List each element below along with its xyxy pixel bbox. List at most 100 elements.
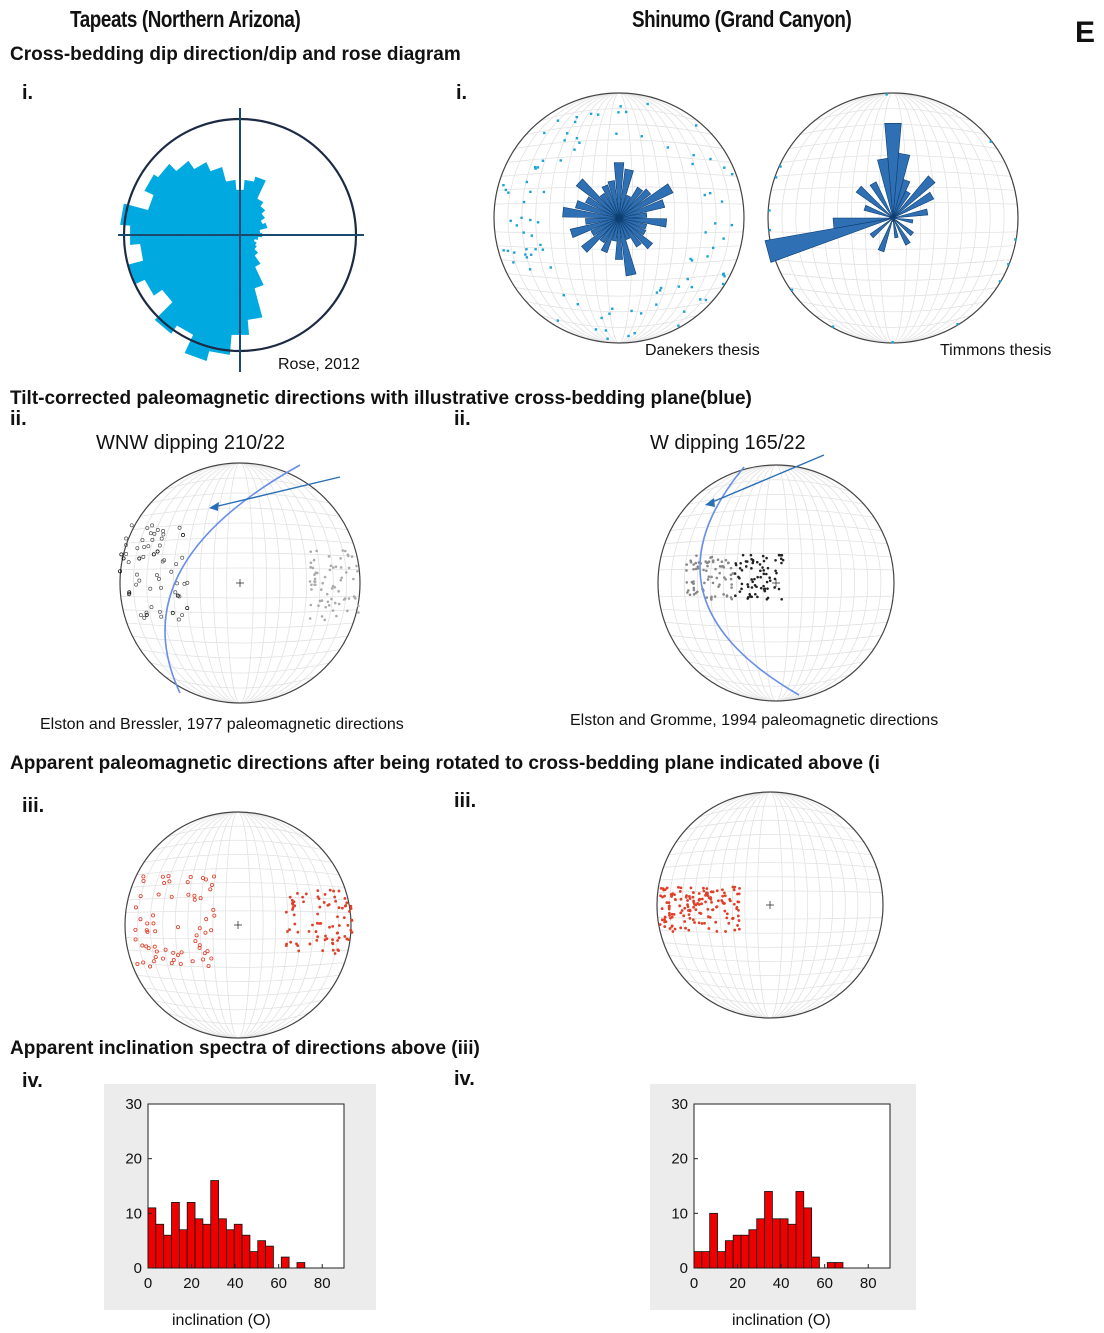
paleomag-point	[212, 913, 217, 918]
paleomag-point	[679, 886, 683, 890]
paleomag-point	[118, 569, 122, 574]
paleomag-point	[737, 919, 741, 922]
paleomag-point	[335, 614, 338, 618]
paleomag-point	[162, 881, 167, 886]
paleomag-point	[715, 905, 719, 909]
paleomag-point	[706, 894, 710, 898]
paleomag-point	[707, 927, 711, 930]
paleomag-point	[684, 895, 688, 899]
histogram-inclination-tapeats: 0 20 40 60 80 0 10 20 30	[125, 1096, 345, 1292]
paleomag-point	[171, 950, 176, 955]
histogram-bar	[748, 1229, 758, 1269]
paleomag-point	[200, 875, 205, 880]
paleomag-point	[768, 576, 771, 580]
paleomag-point	[692, 586, 696, 590]
paleomag-point	[350, 919, 354, 922]
histogram-bar	[296, 1262, 306, 1269]
stereonet-rotated-tapeats	[124, 811, 354, 1039]
paleomag-point	[663, 915, 667, 919]
pole-point	[589, 112, 593, 116]
paleomag-point	[720, 560, 724, 563]
paleomag-point	[336, 948, 340, 952]
paleomag-point	[159, 614, 164, 619]
paleomag-point	[357, 611, 360, 614]
pole-point	[690, 285, 693, 289]
rose-petal	[618, 217, 654, 250]
rose-petal	[855, 185, 894, 219]
paleomag-point	[691, 895, 695, 899]
paleomag-point	[336, 915, 339, 919]
paleomag-point	[738, 566, 742, 570]
stereonet-grid	[124, 811, 352, 1039]
rose-petal	[618, 183, 674, 219]
histogram-bar	[147, 1207, 157, 1269]
paleomag-point	[356, 604, 360, 608]
paleomag-point	[349, 907, 353, 910]
paleomag-point	[193, 939, 198, 944]
paleomag-point	[347, 566, 351, 570]
paleomag-point	[691, 918, 695, 922]
paleomag-point	[725, 916, 729, 920]
paleomag-point	[780, 597, 784, 601]
pole-point	[885, 93, 888, 96]
paleomag-point	[285, 942, 288, 946]
paleomag-point	[308, 942, 312, 946]
paleomag-point	[714, 920, 718, 924]
paleomag-point	[345, 901, 349, 905]
paleomag-point	[314, 930, 318, 933]
paleomag-point	[710, 598, 713, 601]
paleomag-point	[152, 531, 157, 536]
paleomag-point	[337, 936, 341, 940]
paleomag-point	[342, 916, 346, 920]
primitive-circle	[124, 811, 352, 1039]
paleomag-point	[206, 963, 211, 968]
paleomag-point	[324, 605, 327, 609]
paleomag-point	[157, 576, 161, 581]
paleomag-point	[751, 561, 755, 565]
pole-point	[998, 280, 1002, 283]
pole-point	[722, 237, 725, 240]
paleomag-point	[320, 615, 324, 618]
pole-point	[703, 193, 706, 197]
paleomag-point	[337, 602, 341, 606]
pole-point	[640, 135, 644, 138]
paleomag-point	[337, 590, 340, 593]
rose-petal	[832, 217, 894, 229]
paleomag-point	[754, 592, 757, 596]
caption-elston-gromme: Elston and Gromme, 1994 paleomagnetic di…	[570, 712, 939, 729]
pole-point	[720, 200, 724, 203]
paleomag-point	[160, 874, 165, 879]
pole-point	[709, 157, 712, 161]
paleomag-point	[317, 922, 321, 925]
paleomag-point	[702, 886, 705, 890]
paleomag-point	[327, 903, 331, 906]
paleomag-point	[678, 904, 682, 908]
paleomag-point	[308, 617, 312, 620]
pole-point	[513, 251, 516, 254]
paleomag-point	[729, 566, 733, 570]
paleomag-point	[324, 934, 327, 938]
paleomag-point	[672, 912, 676, 916]
x-tick-label: 20	[729, 1275, 746, 1292]
stereonet-rotated-shinumo	[656, 791, 884, 1019]
section-title-4: Apparent inclination spectra of directio…	[10, 1038, 480, 1059]
paleomag-point	[689, 886, 693, 890]
paleomag-point	[713, 595, 717, 598]
pole-point	[536, 166, 540, 169]
rose-petal	[877, 157, 894, 219]
paleomag-point	[761, 554, 765, 558]
paleomag-point	[292, 900, 296, 904]
paleomag-point	[693, 921, 696, 924]
paleomag-point	[347, 597, 351, 600]
paleomag-point	[691, 581, 695, 585]
paleomag-point	[748, 593, 752, 596]
paleomag-point	[730, 597, 734, 601]
pole-point	[630, 309, 633, 313]
histogram-bar	[186, 1202, 196, 1269]
paleomag-point	[751, 580, 754, 584]
paleomag-point	[687, 589, 690, 592]
rose-petal	[892, 208, 929, 219]
paleomag-point	[762, 584, 765, 588]
pole-point	[606, 337, 609, 340]
paleomag-point	[706, 907, 710, 911]
